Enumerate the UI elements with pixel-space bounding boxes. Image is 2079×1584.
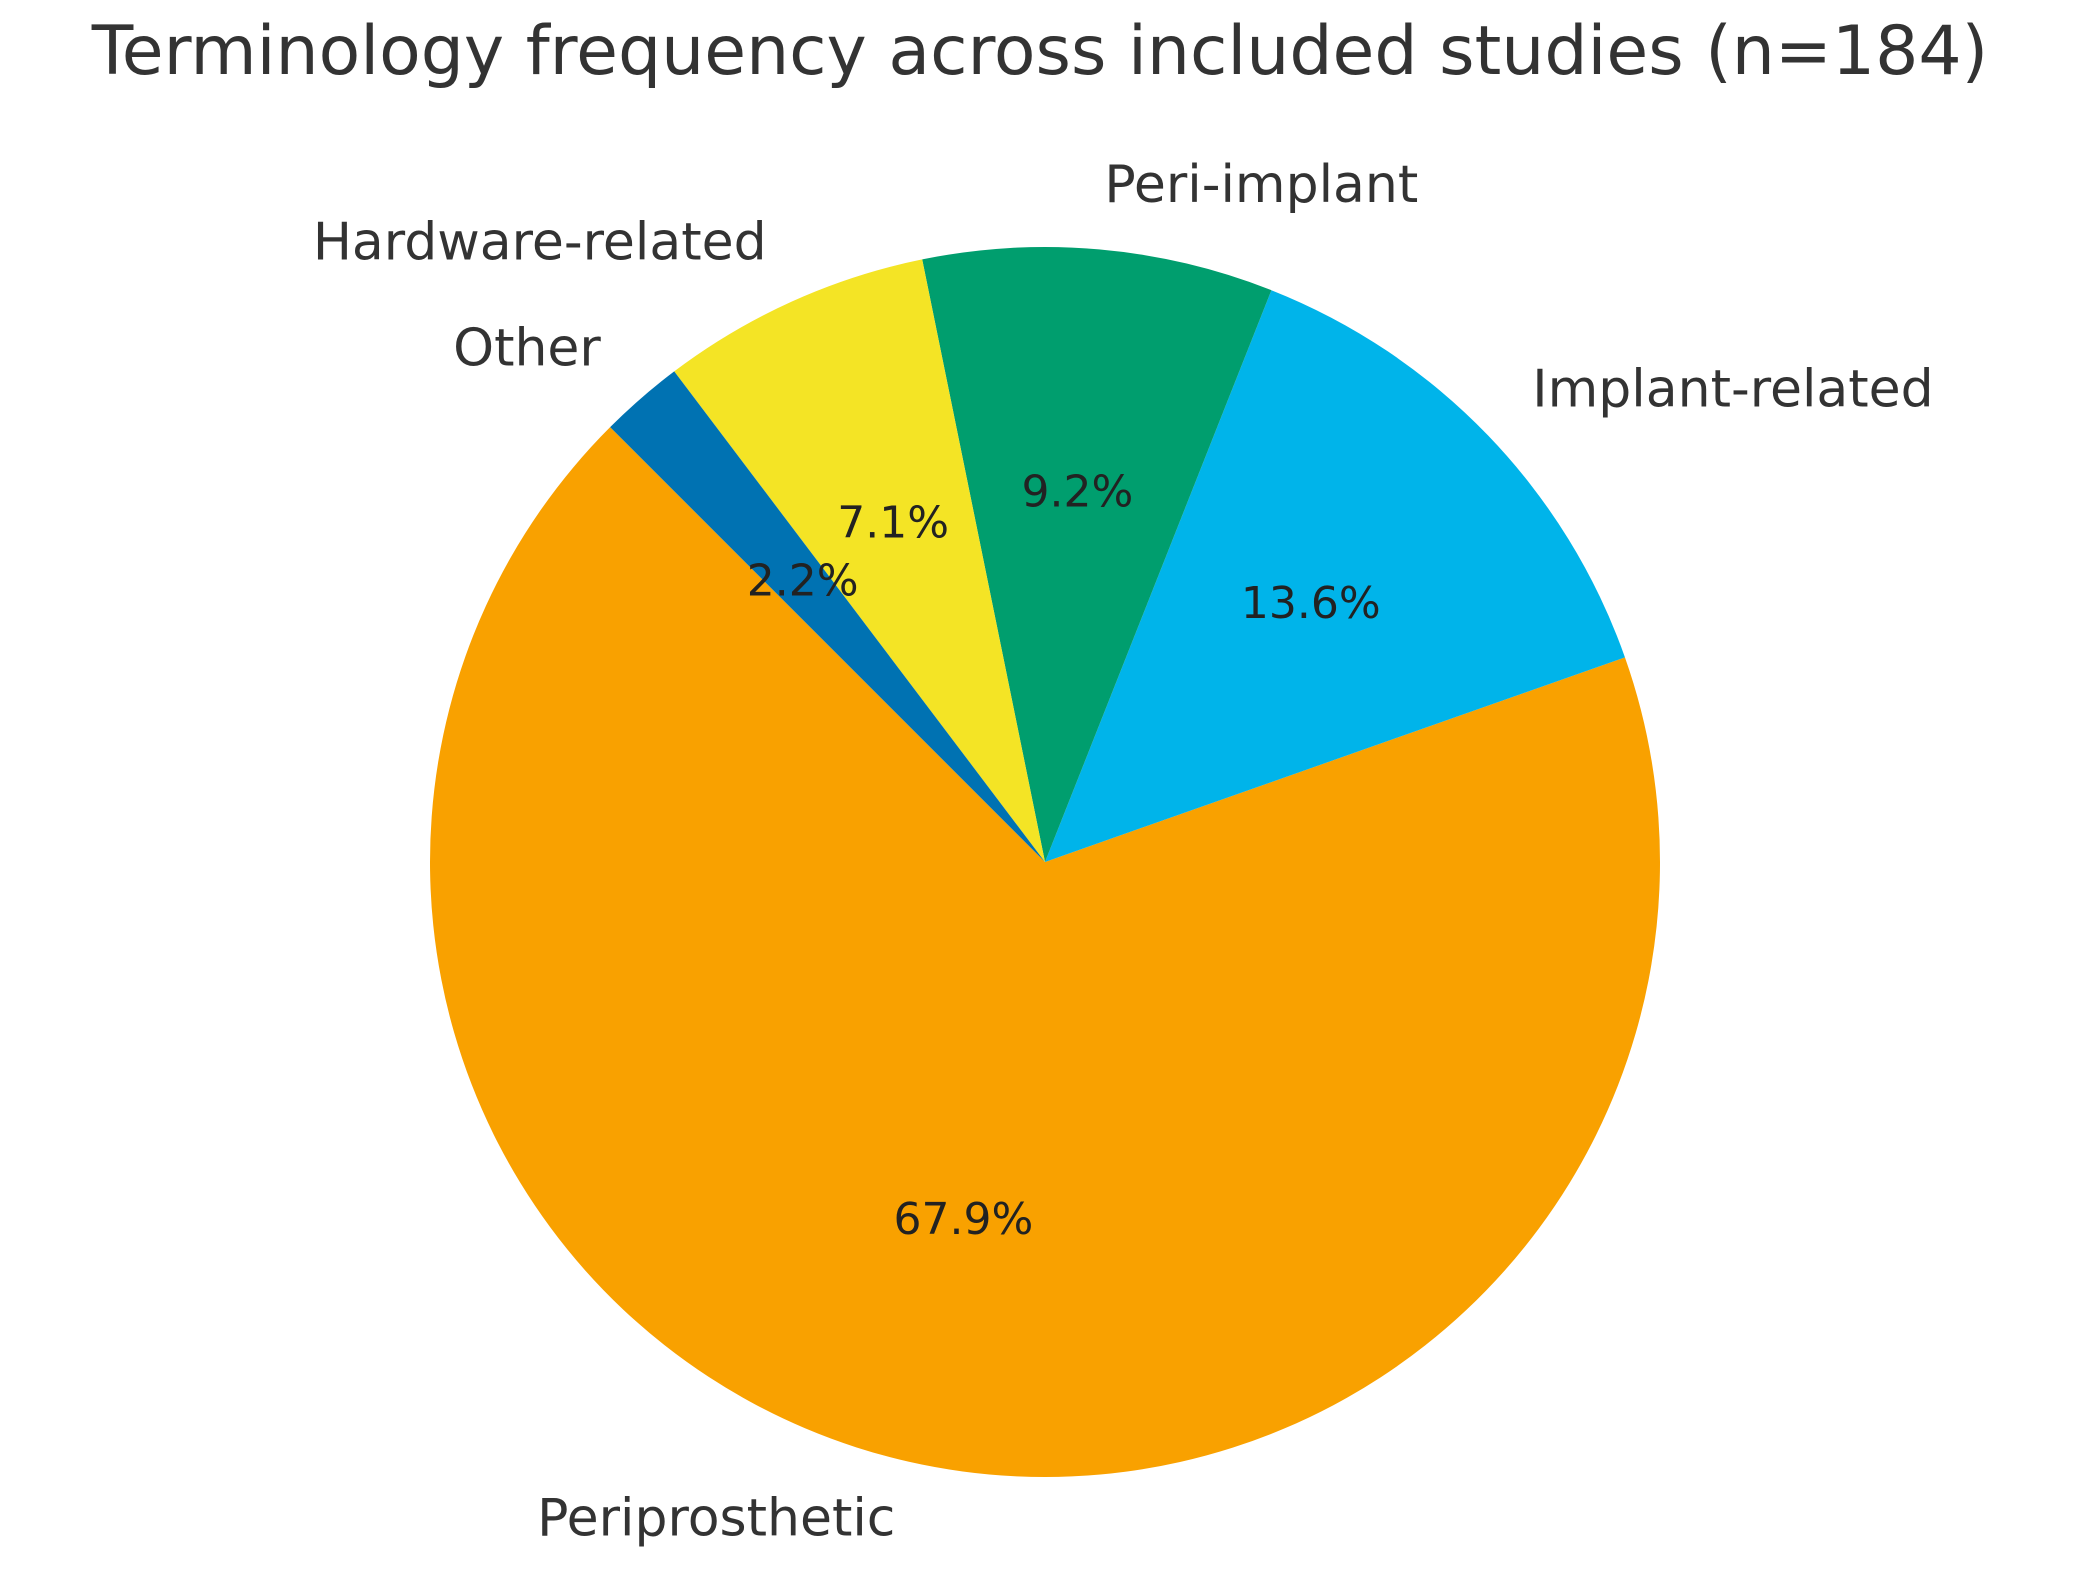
pie-slice-hardware-related xyxy=(674,259,1045,862)
pie-slices xyxy=(429,247,1660,1478)
slice-label-other: Other xyxy=(453,319,601,379)
pie-slice-peri-implant xyxy=(922,247,1272,862)
slice-label-periprosthetic: Periprosthetic xyxy=(537,1489,895,1549)
slice-percentage-peri-implant: 9.2% xyxy=(1022,466,1134,517)
slice-label-hardware-related: Hardware-related xyxy=(313,212,767,272)
percentage-labels: 67.9% 13.6% 9.2% 7.1% 2.2% xyxy=(747,466,1381,1245)
slice-percentage-implant-related: 13.6% xyxy=(1241,578,1381,629)
chart-title: Terminology frequency across included st… xyxy=(91,12,1988,91)
slice-label-peri-implant: Peri-implant xyxy=(1104,155,1418,215)
slice-percentage-hardware-related: 7.1% xyxy=(837,498,949,549)
slice-labels: Periprosthetic Implant-related Peri-implan… xyxy=(313,155,1934,1549)
pie-slice-periprosthetic xyxy=(429,427,1660,1478)
slice-label-implant-related: Implant-related xyxy=(1532,360,1933,420)
slice-percentage-periprosthetic: 67.9% xyxy=(894,1194,1034,1245)
slice-percentage-other: 2.2% xyxy=(747,556,859,607)
pie-slice-other xyxy=(610,371,1045,862)
pie-slice-implant-related xyxy=(1045,290,1625,862)
